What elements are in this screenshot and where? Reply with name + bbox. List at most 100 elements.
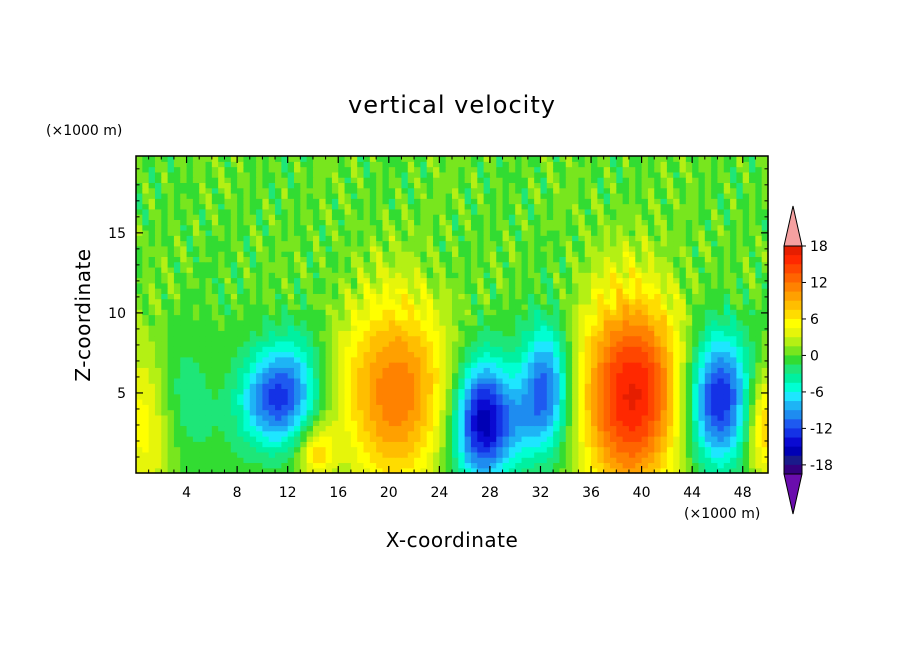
- heatmap-cell: [622, 325, 630, 331]
- heatmap-cell: [154, 288, 162, 294]
- heatmap-cell: [673, 309, 681, 316]
- heatmap-cell: [154, 298, 162, 305]
- heatmap-cell: [698, 441, 706, 448]
- heatmap-cell: [287, 229, 295, 236]
- heatmap-cell: [578, 362, 586, 368]
- heatmap-cell: [281, 235, 289, 242]
- heatmap-cell: [660, 393, 668, 400]
- heatmap-cell: [496, 298, 504, 305]
- heatmap-cell: [603, 330, 611, 337]
- heatmap-cell: [420, 457, 428, 464]
- heatmap-cell: [192, 335, 200, 342]
- heatmap-cell: [489, 219, 497, 226]
- heatmap-cell: [717, 441, 725, 448]
- heatmap-cell: [249, 414, 257, 421]
- heatmap-cell: [230, 462, 238, 469]
- heatmap-cell: [154, 399, 162, 405]
- heatmap-cell: [376, 261, 384, 268]
- heatmap-cell: [363, 462, 371, 469]
- heatmap-cell: [306, 462, 314, 469]
- heatmap-cell: [173, 367, 181, 374]
- heatmap-cell: [755, 229, 763, 236]
- heatmap-cell: [641, 388, 649, 395]
- heatmap-cell: [294, 272, 301, 279]
- heatmap-cell: [578, 309, 586, 316]
- heatmap-cell: [249, 467, 257, 474]
- heatmap-cell: [376, 457, 384, 464]
- heatmap-cell: [186, 377, 194, 384]
- heatmap-cell: [628, 245, 636, 252]
- heatmap-cell: [546, 414, 554, 421]
- heatmap-cell: [452, 229, 459, 236]
- heatmap-cell: [388, 356, 396, 363]
- heatmap-cell: [249, 404, 257, 411]
- heatmap-cell: [647, 462, 655, 469]
- heatmap-cell: [477, 457, 485, 464]
- heatmap-cell: [742, 256, 750, 263]
- heatmap-cell: [180, 367, 188, 374]
- heatmap-cell: [186, 446, 194, 453]
- heatmap-cell: [679, 346, 687, 353]
- heatmap-cell: [256, 240, 263, 247]
- heatmap-cell: [515, 446, 523, 453]
- heatmap-cell: [395, 420, 403, 427]
- heatmap-cell: [692, 272, 700, 279]
- heatmap-cell: [300, 383, 308, 390]
- heatmap-cell: [458, 293, 466, 300]
- heatmap-cell: [489, 224, 497, 231]
- heatmap-cell: [256, 441, 263, 448]
- heatmap-cell: [521, 340, 529, 347]
- heatmap-cell: [591, 340, 598, 347]
- heatmap-cell: [597, 224, 605, 231]
- heatmap-cell: [553, 451, 561, 458]
- heatmap-cell: [237, 229, 245, 236]
- heatmap-cell: [401, 235, 409, 242]
- heatmap-cell: [603, 377, 611, 384]
- heatmap-cell: [249, 272, 257, 279]
- heatmap-cell: [395, 245, 403, 252]
- heatmap-cell: [717, 351, 725, 358]
- heatmap-cell: [136, 256, 143, 263]
- heatmap-cell: [458, 414, 466, 421]
- heatmap-cell: [287, 319, 295, 326]
- heatmap-cell: [275, 420, 282, 427]
- heatmap-cell: [502, 441, 510, 448]
- heatmap-cell: [281, 303, 289, 310]
- heatmap-cell: [603, 256, 611, 263]
- heatmap-cell: [647, 224, 655, 231]
- heatmap-cell: [616, 240, 624, 247]
- heatmap-cell: [433, 224, 440, 231]
- heatmap-cell: [458, 462, 466, 469]
- heatmap-cell: [357, 214, 365, 220]
- heatmap-cell: [704, 335, 712, 342]
- heatmap-cell: [136, 425, 143, 432]
- heatmap-cell: [730, 229, 737, 236]
- heatmap-cell: [458, 272, 466, 279]
- heatmap-cell: [363, 340, 371, 347]
- heatmap-cell: [546, 351, 554, 358]
- heatmap-cell: [167, 367, 175, 374]
- heatmap-cell: [647, 314, 655, 321]
- heatmap-cell: [294, 404, 301, 411]
- heatmap-cell: [521, 467, 529, 474]
- heatmap-cell: [420, 367, 428, 374]
- heatmap-cell: [578, 229, 586, 236]
- heatmap-cell: [584, 303, 592, 310]
- heatmap-cell: [414, 298, 421, 305]
- heatmap-cell: [433, 240, 440, 247]
- heatmap-cell: [401, 245, 409, 252]
- heatmap-cell: [148, 388, 156, 395]
- heatmap-cell: [736, 351, 744, 358]
- heatmap-cell: [237, 399, 245, 405]
- heatmap-cell: [540, 335, 548, 342]
- heatmap-cell: [470, 319, 478, 326]
- heatmap-cell: [350, 219, 358, 226]
- heatmap-cell: [173, 446, 181, 453]
- heatmap-cell: [654, 314, 662, 321]
- heatmap-cell: [161, 288, 169, 294]
- heatmap-cell: [572, 208, 579, 215]
- heatmap-cell: [666, 399, 674, 405]
- heatmap-cell: [515, 409, 523, 416]
- heatmap-cell: [224, 298, 232, 305]
- heatmap-cell: [167, 414, 175, 421]
